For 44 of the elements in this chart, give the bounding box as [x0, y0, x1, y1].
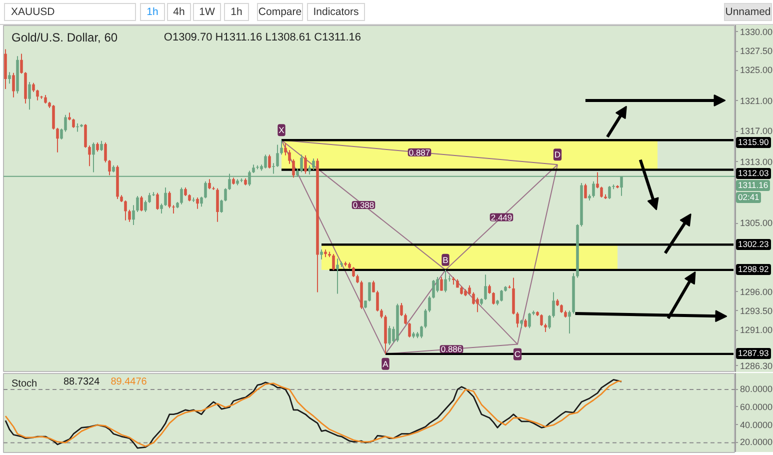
y-tick-label: 1325.00: [740, 64, 773, 76]
data-label: 1287.93: [736, 348, 771, 359]
text: 4h: [167, 3, 191, 21]
y-tick-label: 1330.00: [740, 26, 773, 38]
annotation: 89.4476: [110, 376, 148, 388]
data-label: 1302.23: [736, 238, 771, 250]
text: Gold/U.S. Dollar, 60: [12, 30, 118, 44]
text: 1W: [193, 3, 221, 21]
annotation: D: [554, 150, 561, 160]
text: XAUUSD: [4, 3, 136, 21]
annotation: 88.7324: [64, 376, 100, 388]
annotation: X: [278, 125, 285, 136]
series-label: 2.449: [490, 212, 512, 222]
text: 1h: [140, 3, 165, 21]
y-tick-label: 1327.50: [740, 45, 773, 57]
series-label: 0.388: [352, 200, 374, 210]
y-tick-label: 1286.30: [740, 360, 773, 372]
ref-line-label: 1311.16: [736, 180, 770, 191]
text: Unnamed: [724, 3, 772, 21]
annotation: B: [442, 254, 449, 265]
data-label: 1312.03: [736, 168, 771, 179]
y-tick-label: 80.0000: [740, 383, 773, 395]
y-tick-label: 1293.50: [740, 304, 773, 317]
series-label: 0.886: [440, 344, 462, 354]
y-tick-label: 60.0000: [740, 400, 773, 413]
text: 02:41: [736, 192, 762, 203]
data-label: 1298.92: [736, 264, 771, 275]
y-tick-label: 20.0000: [740, 436, 773, 448]
text: 1h: [224, 3, 249, 21]
y-tick-label: 1321.00: [740, 94, 773, 107]
annotation: A: [382, 358, 389, 369]
y-tick-label: 1296.00: [740, 286, 773, 298]
y-tick-label: 1313.00: [740, 156, 773, 168]
y-tick-label: 1305.00: [740, 217, 773, 229]
data-label: 1315.90: [736, 137, 771, 148]
y-tick-label: 40.0000: [740, 418, 773, 430]
text: Compare: [257, 3, 303, 21]
y-tick-label: 1291.00: [740, 324, 773, 336]
annotation: C: [514, 349, 521, 360]
series-label: 0.887: [408, 147, 430, 158]
text: O1309.70 H1311.16 L1308.61 C1311.16: [164, 32, 362, 44]
text: Indicators: [307, 3, 365, 21]
y-tick-label: 1317.00: [740, 125, 773, 138]
text: Stoch: [12, 378, 38, 390]
